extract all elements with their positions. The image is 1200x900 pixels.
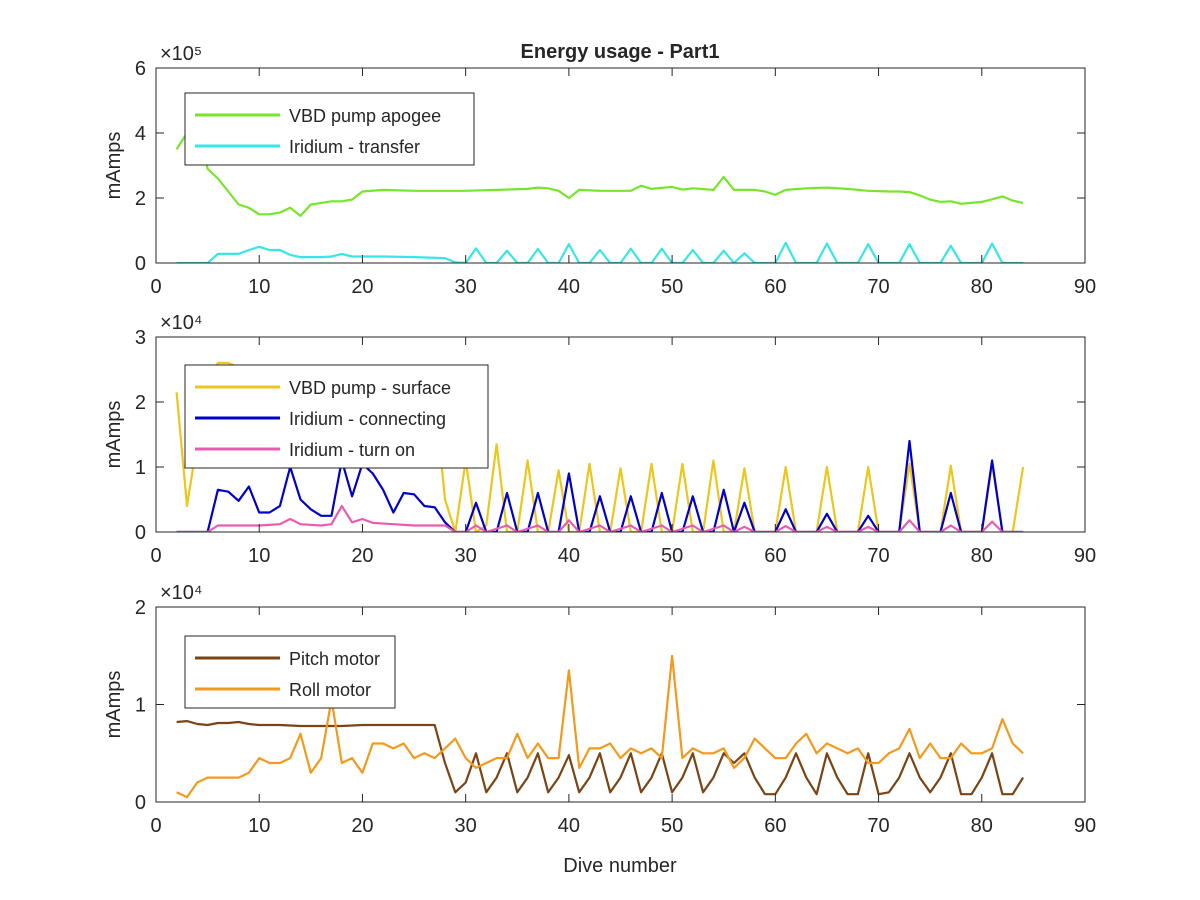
y-tick-label: 0: [135, 792, 146, 814]
x-axis-label: Dive number: [563, 855, 677, 877]
figure-background: [0, 0, 1200, 900]
y-tick-label: 2: [135, 392, 146, 414]
x-tick-label: 0: [150, 815, 161, 837]
chart-title: Energy usage - Part1: [521, 41, 720, 63]
y-tick-label: 4: [135, 123, 146, 145]
legend: VBD pump - surface Iridium - connecting Ir…: [185, 365, 488, 468]
x-tick-label: 90: [1074, 276, 1096, 298]
x-tick-label: 30: [455, 545, 477, 567]
x-tick-label: 70: [867, 815, 889, 837]
x-tick-label: 60: [764, 276, 786, 298]
x-tick-label: 50: [661, 815, 683, 837]
x-tick-label: 10: [248, 545, 270, 567]
x-tick-label: 0: [150, 545, 161, 567]
x-tick-label: 70: [867, 276, 889, 298]
y-exponent-label: ×10⁵: [160, 43, 202, 65]
x-tick-label: 60: [764, 815, 786, 837]
x-tick-label: 40: [558, 276, 580, 298]
y-exponent-label: ×10⁴: [160, 582, 203, 604]
y-axis-label: mAmps: [103, 132, 125, 200]
x-tick-label: 0: [150, 276, 161, 298]
x-tick-label: 10: [248, 276, 270, 298]
figure: Energy usage - Part1 Dive number 0 10 20 30…: [0, 0, 1200, 900]
legend-entry-label: Iridium - connecting: [289, 409, 446, 429]
y-axis-label: mAmps: [103, 401, 125, 469]
x-tick-label: 40: [558, 815, 580, 837]
x-tick-label: 40: [558, 545, 580, 567]
x-tick-label: 50: [661, 545, 683, 567]
x-tick-label: 60: [764, 545, 786, 567]
legend-entry-label: Iridium - transfer: [289, 137, 420, 157]
x-tick-label: 20: [351, 545, 373, 567]
x-tick-label: 10: [248, 815, 270, 837]
x-tick-label: 70: [867, 545, 889, 567]
y-tick-label: 1: [135, 457, 146, 479]
y-tick-label: 2: [135, 597, 146, 619]
y-tick-label: 3: [135, 327, 146, 349]
x-tick-label: 90: [1074, 815, 1096, 837]
y-tick-label: 0: [135, 522, 146, 544]
y-exponent-label: ×10⁴: [160, 312, 203, 334]
x-tick-label: 50: [661, 276, 683, 298]
x-tick-label: 20: [351, 276, 373, 298]
x-tick-label: 20: [351, 815, 373, 837]
y-tick-label: 6: [135, 58, 146, 80]
x-tick-label: 80: [971, 815, 993, 837]
y-tick-label: 2: [135, 188, 146, 210]
y-axis-label: mAmps: [103, 671, 125, 739]
x-tick-label: 80: [971, 545, 993, 567]
legend-entry-label: VBD pump apogee: [289, 106, 441, 126]
legend: VBD pump apogee Iridium - transfer: [185, 93, 474, 165]
y-tick-label: 1: [135, 695, 146, 717]
legend-entry-label: VBD pump - surface: [289, 378, 451, 398]
x-tick-label: 90: [1074, 545, 1096, 567]
legend: Pitch motor Roll motor: [185, 636, 395, 708]
x-tick-label: 80: [971, 276, 993, 298]
legend-entry-label: Pitch motor: [289, 649, 380, 669]
legend-entry-label: Iridium - turn on: [289, 440, 415, 460]
legend-entry-label: Roll motor: [289, 680, 371, 700]
x-tick-label: 30: [455, 276, 477, 298]
x-tick-label: 30: [455, 815, 477, 837]
y-tick-label: 0: [135, 253, 146, 275]
